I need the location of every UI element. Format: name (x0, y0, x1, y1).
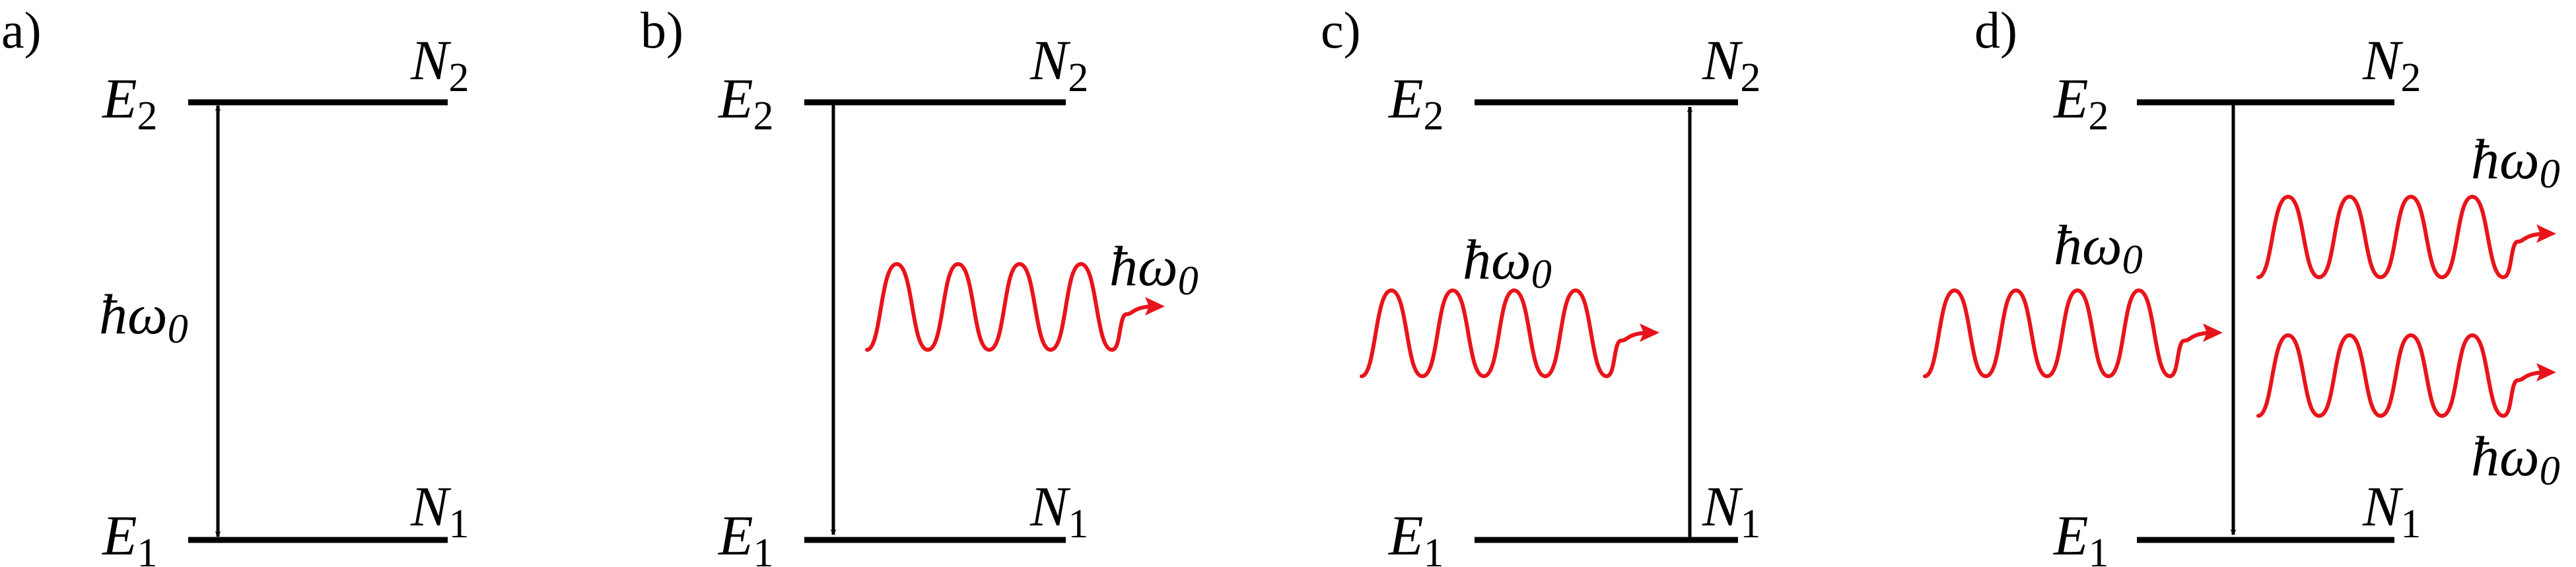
lower-energy-label: E1 (717, 504, 774, 567)
upper-population-label: N2 (1702, 28, 1760, 100)
absorbed-photon-arrowhead (1640, 323, 1659, 342)
outgoing-photon-arrowhead-bottom (2536, 363, 2556, 382)
panel-a: a) E2 E1 N2 N1 ħω0 (1, 1, 469, 567)
outgoing-photon-label-top: ħω0 (2471, 127, 2560, 197)
panel-c: c) E2 E1 N2 N1 ħω0 (1321, 1, 1760, 567)
lower-energy-label: E1 (2052, 504, 2109, 567)
upper-population-label: N2 (1029, 28, 1088, 100)
lower-energy-label: E1 (1387, 504, 1444, 567)
incoming-photon-wave (1923, 288, 2212, 378)
outgoing-photon-arrowhead-top (2536, 224, 2556, 243)
incoming-photon-label: ħω0 (2054, 213, 2143, 283)
lower-energy-label: E1 (101, 504, 158, 567)
upper-energy-label: E2 (717, 67, 774, 139)
emitted-photon-wave (865, 262, 1154, 352)
photon-energy-label: ħω0 (1109, 234, 1199, 304)
photon-energy-label: ħω0 (99, 283, 188, 352)
upper-energy-label: E2 (1387, 67, 1444, 139)
lower-population-label: N1 (2362, 475, 2421, 547)
panel-label-a: a) (1, 1, 42, 59)
lower-population-label: N1 (1702, 475, 1760, 547)
incoming-photon-arrowhead (2203, 323, 2223, 342)
photon-energy-label: ħω0 (1463, 228, 1552, 297)
upper-energy-label: E2 (2052, 67, 2109, 139)
emitted-photon-arrowhead (1145, 297, 1165, 316)
upper-energy-label: E2 (101, 67, 158, 139)
panel-b: b) E2 E1 N2 N1 ħω0 (641, 1, 1199, 567)
upper-population-label: N2 (410, 28, 469, 100)
outgoing-photon-label-bottom: ħω0 (2471, 424, 2560, 494)
panel-d: d) E2 E1 N2 N1 ħω0 ħω0 ħω0 (1923, 1, 2560, 567)
upper-population-label: N2 (2362, 28, 2421, 100)
panel-label-d: d) (1974, 1, 2017, 59)
panel-label-b: b) (641, 1, 683, 59)
lower-population-label: N1 (1029, 475, 1088, 547)
outgoing-photon-wave-top (2256, 195, 2546, 279)
absorbed-photon-wave (1360, 288, 1649, 378)
outgoing-photon-wave-bottom (2256, 333, 2546, 418)
lower-population-label: N1 (410, 475, 469, 547)
panel-label-c: c) (1321, 1, 1361, 59)
